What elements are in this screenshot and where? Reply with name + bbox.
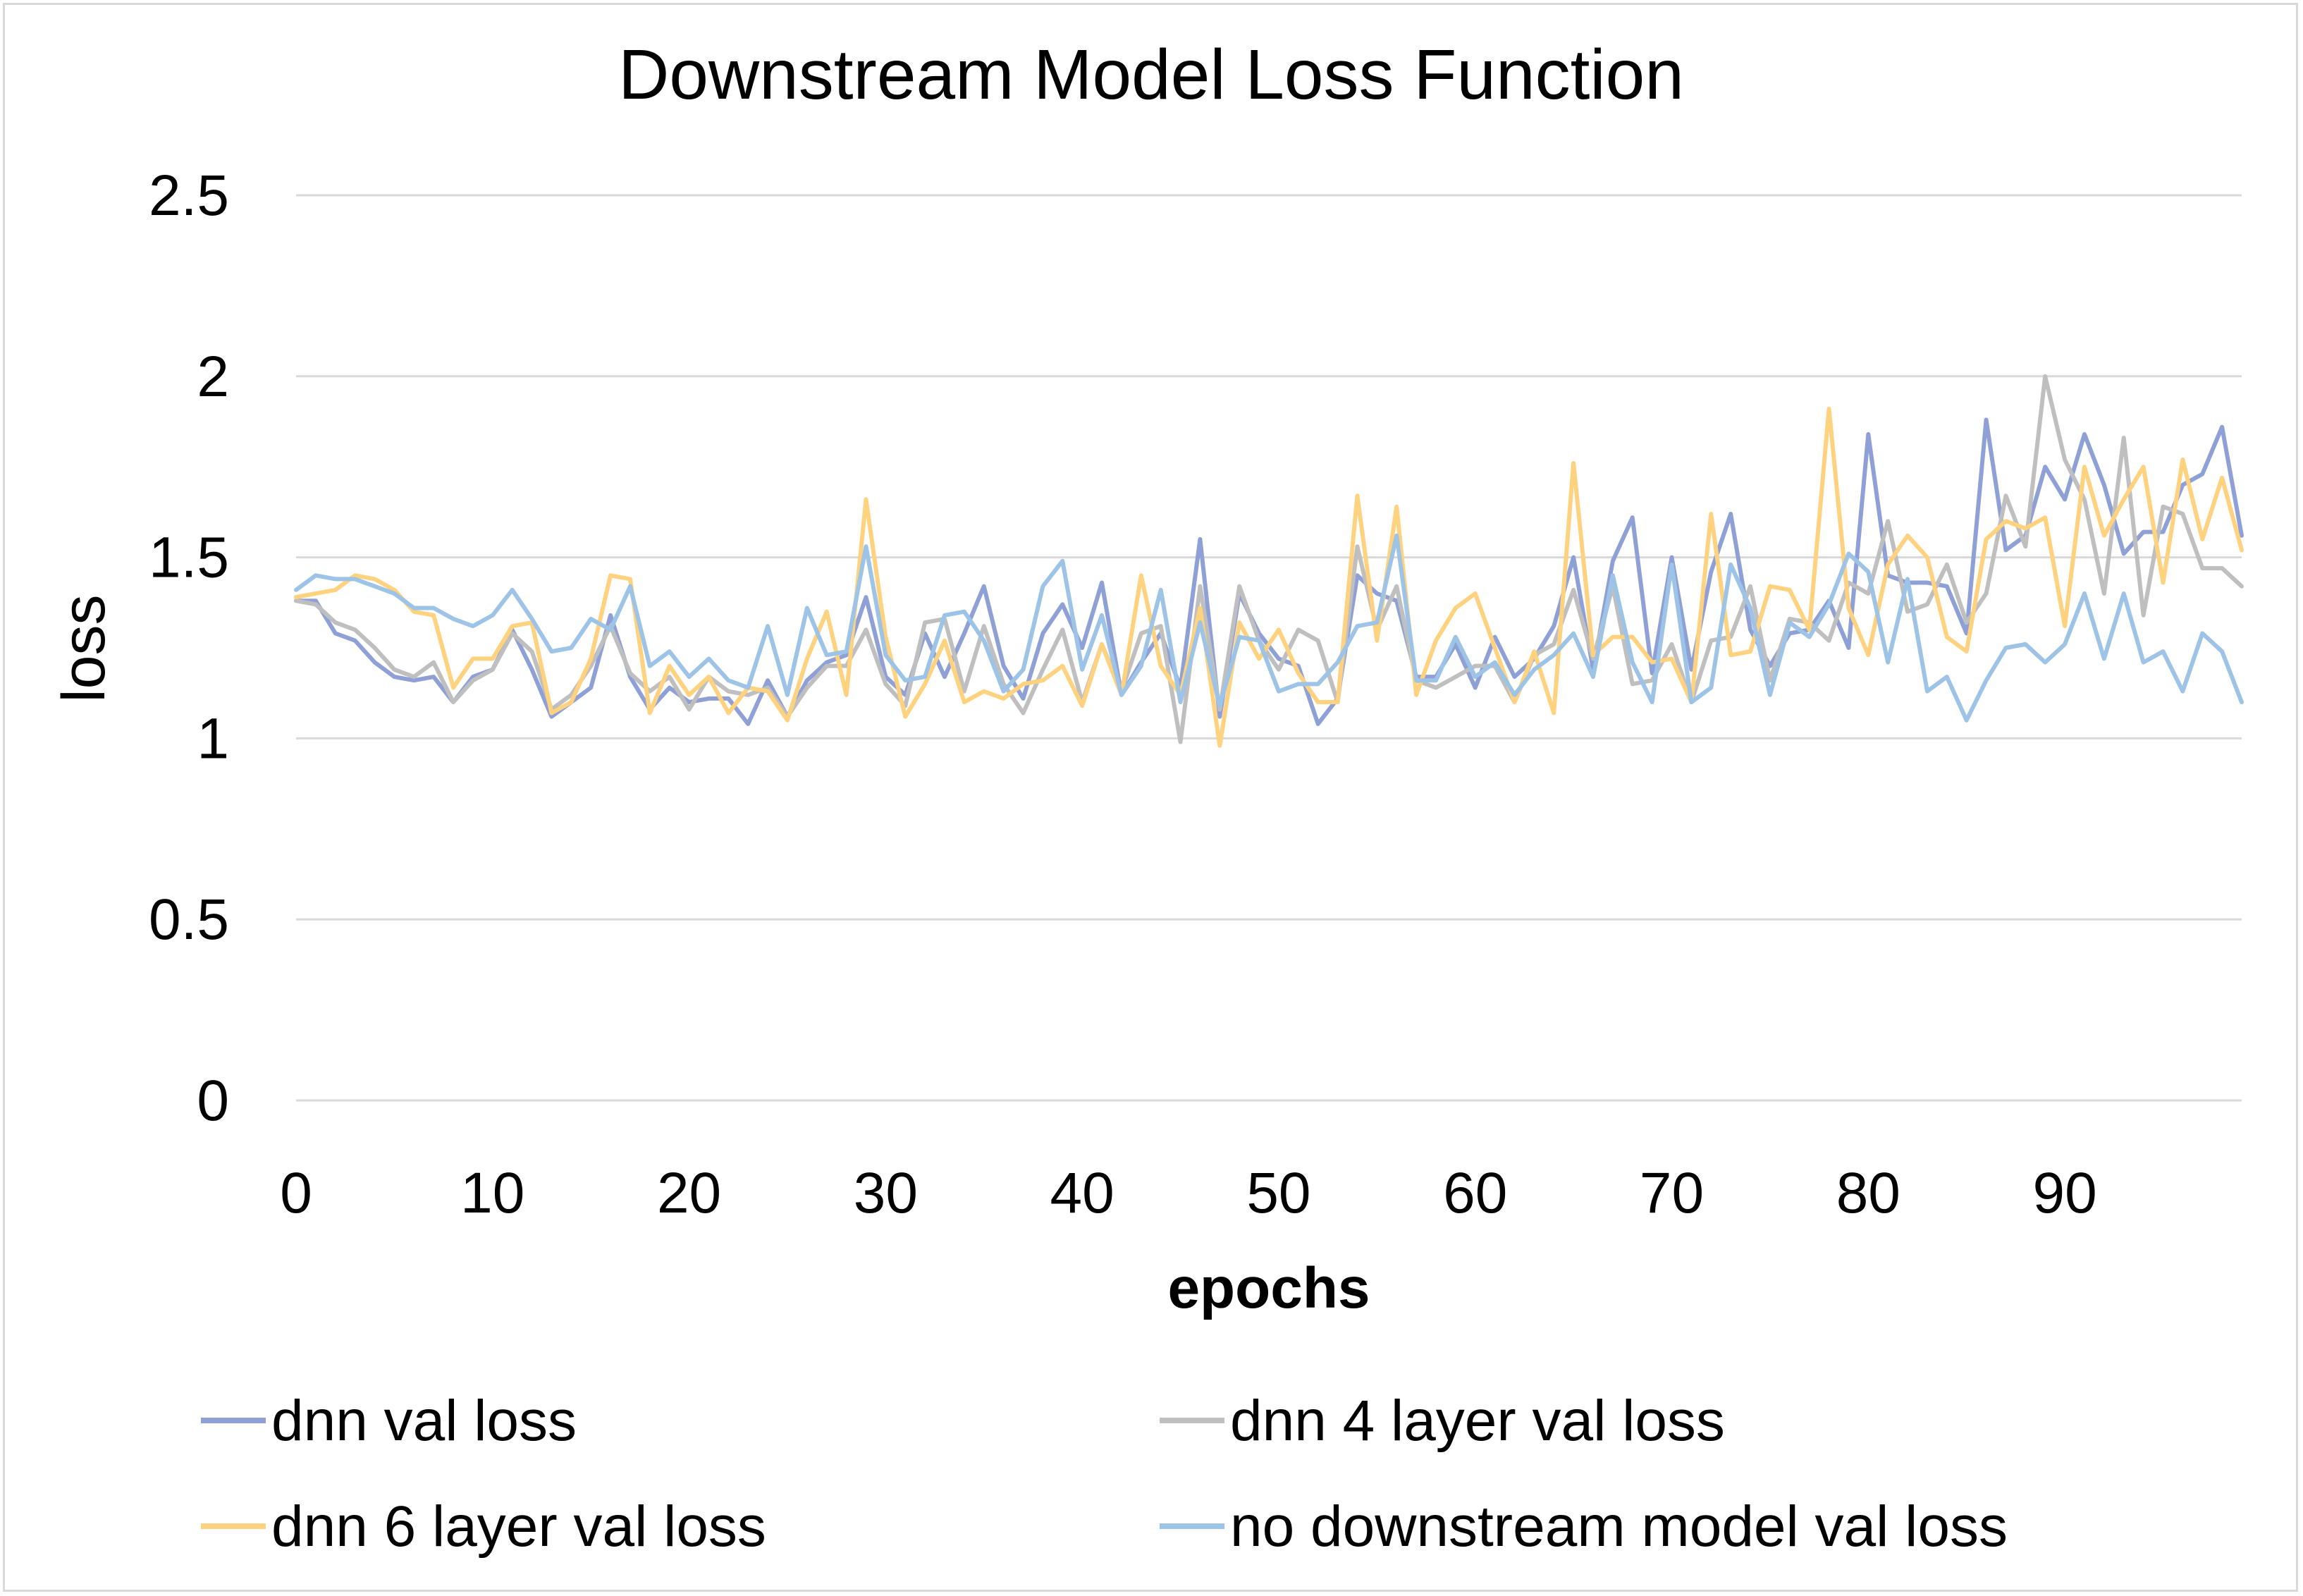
x-tick-label: 70 xyxy=(1640,1161,1704,1225)
legend: dnn val loss dnn 4 layer val loss dnn 6 la… xyxy=(201,1389,2008,1559)
legend-label: dnn val loss xyxy=(271,1389,577,1453)
x-tick-label: 20 xyxy=(657,1161,721,1225)
series-line-4 xyxy=(294,533,2244,723)
x-tick-label: 90 xyxy=(2032,1161,2096,1225)
chart-frame xyxy=(3,3,2298,1592)
x-axis-label: epochs xyxy=(1167,1256,1370,1320)
x-tick-label: 60 xyxy=(1443,1161,1507,1225)
x-tick-label: 0 xyxy=(280,1161,312,1225)
legend-label: no downstream model val loss xyxy=(1230,1494,2008,1559)
y-tick-label: 0 xyxy=(197,1069,229,1133)
chart-title: Downstream Model Loss Function xyxy=(618,35,1684,114)
x-tick-label: 40 xyxy=(1050,1161,1114,1225)
series-line-2 xyxy=(294,374,2244,744)
y-tick-label: 2.5 xyxy=(149,164,229,228)
y-tick-label: 2 xyxy=(197,345,229,409)
gridlines xyxy=(296,194,2242,1102)
y-axis-label: loss xyxy=(50,595,118,703)
x-tick-label: 30 xyxy=(854,1161,918,1225)
series-lines xyxy=(294,374,2244,748)
x-tick-label: 10 xyxy=(460,1161,524,1225)
y-tick-label: 1.5 xyxy=(149,526,229,590)
legend-label: dnn 4 layer val loss xyxy=(1230,1389,1725,1453)
x-tick-label: 80 xyxy=(1836,1161,1900,1225)
axis-tick-labels: 0 0.5 1 1.5 2 2.5 0 10 20 30 40 50 60 70 80 90 xyxy=(149,164,2097,1225)
series-line-3 xyxy=(294,407,2244,748)
x-tick-label: 50 xyxy=(1246,1161,1310,1225)
y-tick-label: 1 xyxy=(197,706,229,771)
legend-label: dnn 6 layer val loss xyxy=(271,1494,766,1559)
y-tick-label: 0.5 xyxy=(149,888,229,952)
